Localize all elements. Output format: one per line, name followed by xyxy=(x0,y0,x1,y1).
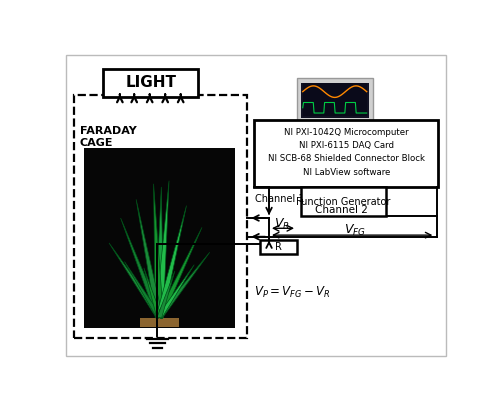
Text: Channel 2: Channel 2 xyxy=(315,204,368,215)
Text: NI PXI-6115 DAQ Card: NI PXI-6115 DAQ Card xyxy=(299,141,394,150)
Bar xyxy=(74,95,246,338)
Polygon shape xyxy=(136,199,163,318)
Bar xyxy=(333,126,342,141)
Bar xyxy=(320,126,329,141)
Bar xyxy=(301,83,368,118)
Bar xyxy=(372,126,380,141)
Text: $V_{FG}$: $V_{FG}$ xyxy=(344,223,366,238)
Text: R: R xyxy=(275,242,282,252)
Polygon shape xyxy=(124,261,162,318)
Bar xyxy=(295,126,304,141)
Text: FARADAY
CAGE: FARADAY CAGE xyxy=(80,126,136,148)
Bar xyxy=(84,148,235,328)
Polygon shape xyxy=(157,265,194,318)
Bar xyxy=(301,187,386,217)
Bar xyxy=(140,318,179,327)
Text: NI LabView software: NI LabView software xyxy=(302,168,390,177)
Bar xyxy=(303,99,366,116)
Text: NI SCB-68 Shielded Connector Block: NI SCB-68 Shielded Connector Block xyxy=(268,154,425,163)
Text: NI PXI-1042Q Microcomputer: NI PXI-1042Q Microcomputer xyxy=(284,128,408,137)
Polygon shape xyxy=(156,206,186,318)
Polygon shape xyxy=(156,181,169,318)
Polygon shape xyxy=(156,227,202,318)
Polygon shape xyxy=(154,184,164,318)
Bar xyxy=(103,69,198,97)
Text: LIGHT: LIGHT xyxy=(125,75,176,90)
Polygon shape xyxy=(157,271,175,318)
Polygon shape xyxy=(120,218,162,318)
Text: Function Generator: Function Generator xyxy=(296,197,390,207)
Text: Channel 1: Channel 1 xyxy=(256,194,305,204)
Bar xyxy=(254,120,438,187)
Bar xyxy=(297,78,372,122)
Bar xyxy=(346,126,354,141)
Text: $V_R$: $V_R$ xyxy=(274,217,289,232)
Polygon shape xyxy=(144,268,162,318)
Bar xyxy=(291,123,384,143)
Bar xyxy=(303,83,366,100)
Bar xyxy=(260,240,297,254)
Polygon shape xyxy=(157,252,210,319)
Bar xyxy=(308,126,316,141)
Polygon shape xyxy=(109,243,162,319)
Text: $V_P= V_{FG}-V_R$: $V_P= V_{FG}-V_R$ xyxy=(254,285,331,300)
Bar xyxy=(358,126,367,141)
Polygon shape xyxy=(155,187,164,318)
